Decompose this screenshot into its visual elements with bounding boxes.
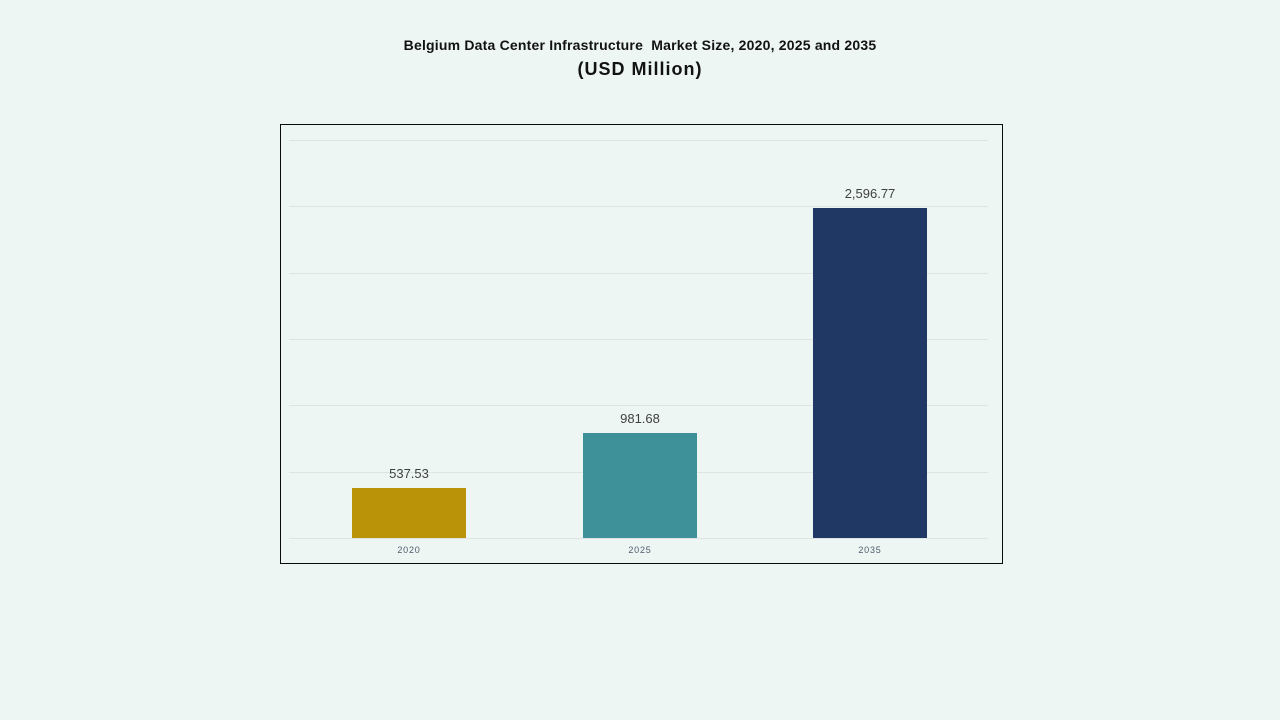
gridline [289,405,988,406]
chart-title: Belgium Data Center Infrastructure Marke… [403,37,877,53]
x-tick-2035: 2035 [858,545,882,555]
x-tick-2020: 2020 [397,545,421,555]
value-label-2020: 537.53 [389,466,429,481]
gridline [289,206,988,207]
x-tick-2025: 2025 [628,545,652,555]
bar-2020 [352,488,466,538]
value-label-2035: 2,596.77 [844,186,896,201]
gridline [289,339,988,340]
chart-title-block: Belgium Data Center Infrastructure Marke… [0,35,1280,83]
gridline [289,538,988,539]
chart-subtitle: (USD Million) [577,59,703,79]
value-label-2025: 981.68 [620,411,660,426]
gridline [289,140,988,141]
chart-plot-area: 537.53 2020 981.68 2025 2,596.77 2035 [280,124,1003,564]
bar-2025 [583,433,697,538]
gridline [289,273,988,274]
bar-2035 [813,208,927,538]
